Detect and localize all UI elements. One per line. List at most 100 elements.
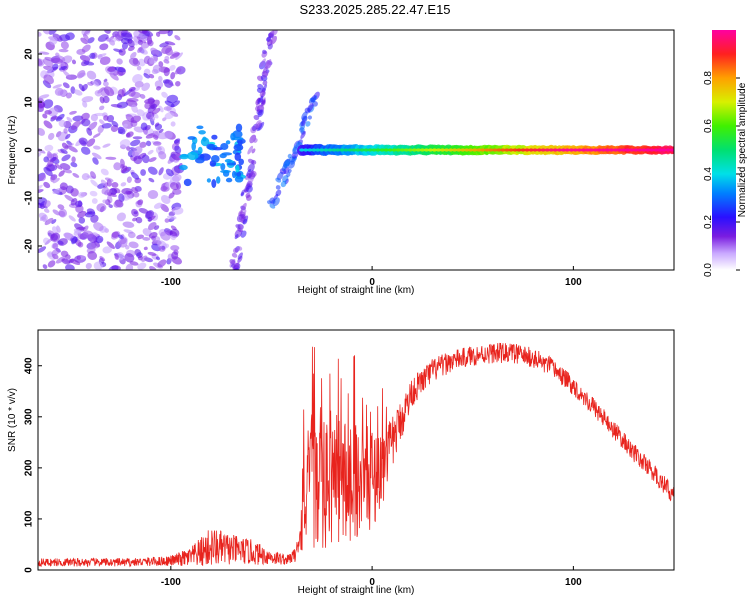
heatmap-cell xyxy=(39,51,50,55)
heatmap-cell xyxy=(90,171,97,179)
heatmap-cell xyxy=(52,209,60,216)
heatmap-cell xyxy=(179,154,189,160)
heatmap-cell xyxy=(262,70,269,79)
heatmap-cell xyxy=(161,91,168,98)
heatmap-cell xyxy=(81,44,91,53)
heatmap-cell xyxy=(173,138,181,144)
heatmap-cell xyxy=(82,230,94,239)
heatmap-cell xyxy=(58,210,66,217)
heatmap-cell xyxy=(143,73,150,79)
snr-y-tick-label: 100 xyxy=(24,510,35,527)
heatmap-cell xyxy=(167,215,177,220)
heatmap-cell xyxy=(528,148,534,152)
heatmap-cell xyxy=(653,148,659,152)
heatmap-cell xyxy=(444,148,450,152)
heatmap-cell xyxy=(158,245,166,252)
heatmap-cell xyxy=(76,255,81,260)
colorbar-label: Normalized spectral amplitude xyxy=(737,82,748,217)
heatmap-cell xyxy=(121,32,133,41)
heatmap-cell xyxy=(55,256,66,264)
heatmap-cell xyxy=(138,207,149,214)
heatmap-cell xyxy=(72,115,84,122)
heatmap-cell xyxy=(61,258,71,265)
heatmap-cell xyxy=(544,148,550,152)
heatmap-cell xyxy=(609,148,615,152)
heatmap-cell xyxy=(123,123,128,128)
heatmap-cell xyxy=(87,251,98,260)
heatmap-cell xyxy=(63,232,75,239)
heatmap-cell xyxy=(121,30,128,34)
heatmap-cell xyxy=(202,136,207,142)
heatmap-cell xyxy=(152,141,162,146)
heatmap-cell xyxy=(234,176,244,183)
heatmap-cell xyxy=(331,148,337,152)
heatmap-cell xyxy=(299,127,305,133)
heatmap-cell xyxy=(101,123,112,129)
heatmap-cell xyxy=(164,41,176,46)
heatmap-cell xyxy=(38,94,50,99)
heatmap-cell xyxy=(99,256,106,262)
heatmap-cell xyxy=(240,189,246,196)
heatmap-cell xyxy=(585,148,590,152)
heatmap-cell xyxy=(128,90,136,97)
heatmap-cell xyxy=(211,155,220,163)
heatmap-cell xyxy=(146,35,153,45)
snr-x-axis: -100 0 100 xyxy=(161,566,582,588)
heatmap-cell xyxy=(572,148,578,152)
heatmap-cell xyxy=(147,149,154,155)
heatmap-cell xyxy=(140,169,147,176)
heatmap-cell xyxy=(165,168,174,177)
heatmap-cell xyxy=(211,179,217,188)
heatmap-cell xyxy=(90,179,99,187)
heatmap-cell xyxy=(137,199,144,206)
heatmap-cell xyxy=(158,128,164,133)
heatmap-cell xyxy=(132,73,143,84)
heatmap-cell xyxy=(261,99,266,105)
snr-x-tick-label: 0 xyxy=(369,577,375,588)
heatmap-cell xyxy=(140,41,150,49)
heatmap-cell xyxy=(174,152,181,161)
heatmap-cell xyxy=(58,119,66,128)
heatmap-cell xyxy=(220,169,231,174)
heatmap-cell xyxy=(146,140,152,147)
snr-series-line xyxy=(38,342,674,568)
heatmap-cell xyxy=(107,66,116,72)
heatmap-cell xyxy=(415,148,421,152)
heatmap-cell xyxy=(48,132,55,140)
heatmap-cell xyxy=(246,168,251,177)
heatmap-cell xyxy=(90,113,99,122)
heatmap-cell xyxy=(460,148,466,152)
heatmap-cell xyxy=(102,246,112,254)
snr-panel: -100 0 100 0 100 200 300 400 Height of s… xyxy=(7,329,675,596)
heatmap-cell xyxy=(251,159,257,165)
heatmap-cell xyxy=(127,45,135,52)
heatmap-cell xyxy=(142,236,151,241)
heatmap-cell xyxy=(168,192,175,199)
heatmap-cell xyxy=(234,234,239,240)
colorbar-gradient xyxy=(712,30,736,270)
heatmap-cell xyxy=(257,109,264,118)
heatmap-cell xyxy=(175,52,184,61)
heatmap-cell xyxy=(387,148,393,152)
heatmap-cell xyxy=(300,130,306,140)
heatmap-cell xyxy=(114,32,122,42)
heatmap-cell xyxy=(141,255,148,262)
heatmap-cell xyxy=(131,208,139,217)
heatmap-cell xyxy=(38,31,42,37)
heatmap-cell xyxy=(42,99,54,109)
heatmap-cell xyxy=(82,101,88,108)
heatmap-cell xyxy=(617,148,623,152)
heatmap-cell xyxy=(81,118,91,127)
heatmap-cell xyxy=(170,72,176,80)
spectrogram-y-axis: -20 -10 0 10 20 xyxy=(24,48,42,253)
heatmap-cell xyxy=(260,58,266,68)
heatmap-cell xyxy=(512,148,518,152)
heatmap-cell xyxy=(116,58,123,65)
heatmap-cell xyxy=(127,231,136,239)
heatmap-cell xyxy=(66,92,72,99)
heatmap-cell xyxy=(169,52,180,59)
heatmap-cell xyxy=(140,122,148,131)
heatmap-cell xyxy=(148,55,158,65)
heatmap-cell xyxy=(225,140,231,145)
heatmap-cell xyxy=(55,113,65,122)
